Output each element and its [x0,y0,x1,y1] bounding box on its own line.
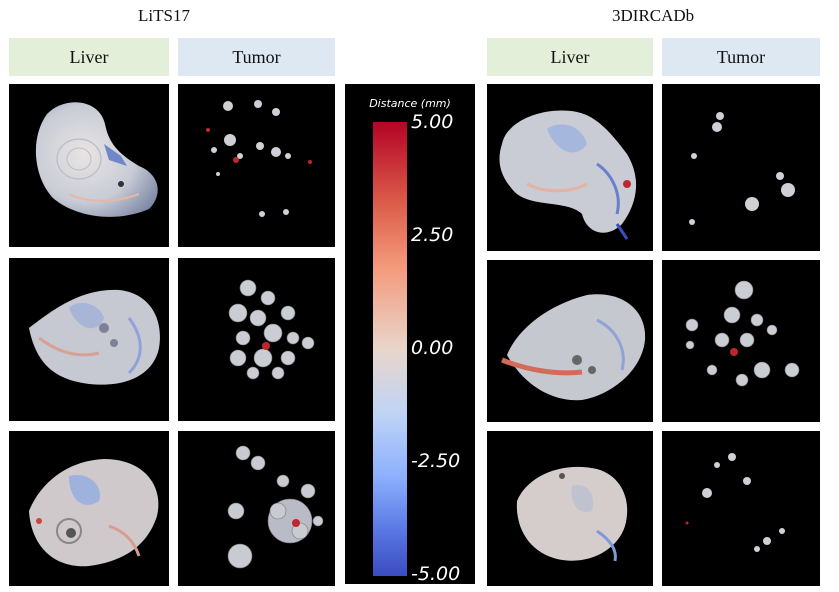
lits17-tumor-render-2 [178,258,335,421]
lits17-liver-render-3 [9,431,169,586]
3dircadb-liver-render-2 [487,260,653,422]
colorbar-tick-min: -5.00 [411,563,461,585]
3dircadb-liver-render-1 [487,84,653,251]
colorbar: Distance (mm) 5.00 2.50 0.00 -2.50 -5.00 [345,84,475,584]
header-liver-lits17: Liver [9,38,169,76]
dataset-title-3dircadb: 3DIRCADb [612,6,695,25]
lits17-liver-render-2 [9,258,169,421]
colorbar-gradient [373,122,407,576]
dataset-title-lits17: LiTS17 [138,6,190,25]
3dircadb-tumor-render-3 [662,431,820,586]
colorbar-tick-upper: 2.50 [411,224,454,246]
colorbar-tick-lower: -2.50 [411,450,461,472]
colorbar-tick-zero: 0.00 [411,337,454,359]
header-liver-3dircadb: Liver [487,38,653,76]
colorbar-title: Distance (mm) [369,97,451,110]
3dircadb-tumor-render-1 [662,84,820,251]
header-tumor-lits17: Tumor [178,38,335,76]
colorbar-tick-max: 5.00 [411,111,454,133]
lits17-tumor-render-1 [178,84,335,247]
3dircadb-tumor-render-2 [662,260,820,422]
header-tumor-3dircadb: Tumor [662,38,820,76]
3dircadb-liver-render-3 [487,431,653,586]
lits17-liver-render-1 [9,84,169,247]
lits17-tumor-render-3 [178,431,335,586]
